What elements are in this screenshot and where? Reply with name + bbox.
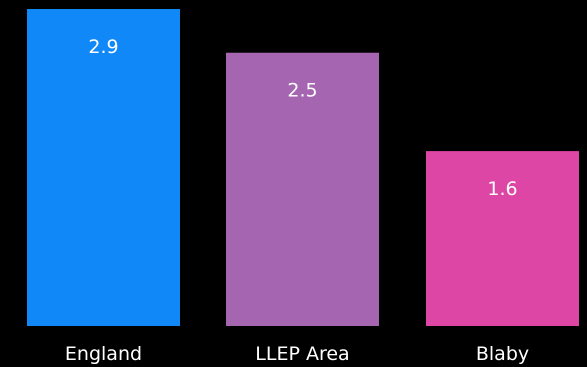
category-label-england: England — [65, 343, 142, 365]
category-label-blaby: Blaby — [476, 343, 529, 365]
bars-group — [27, 9, 579, 327]
bar-england — [27, 9, 180, 326]
value-label-llep-area: 2.5 — [287, 80, 317, 102]
bar-llep-area — [226, 52, 379, 327]
value-label-blaby: 1.6 — [487, 178, 517, 200]
value-label-england: 2.9 — [88, 36, 118, 58]
category-labels-group: England LLEP Area Blaby — [65, 343, 529, 365]
value-labels-group: 2.9 2.5 1.6 — [88, 36, 517, 200]
category-label-llep-area: LLEP Area — [255, 343, 349, 365]
bar-blaby — [426, 151, 579, 326]
